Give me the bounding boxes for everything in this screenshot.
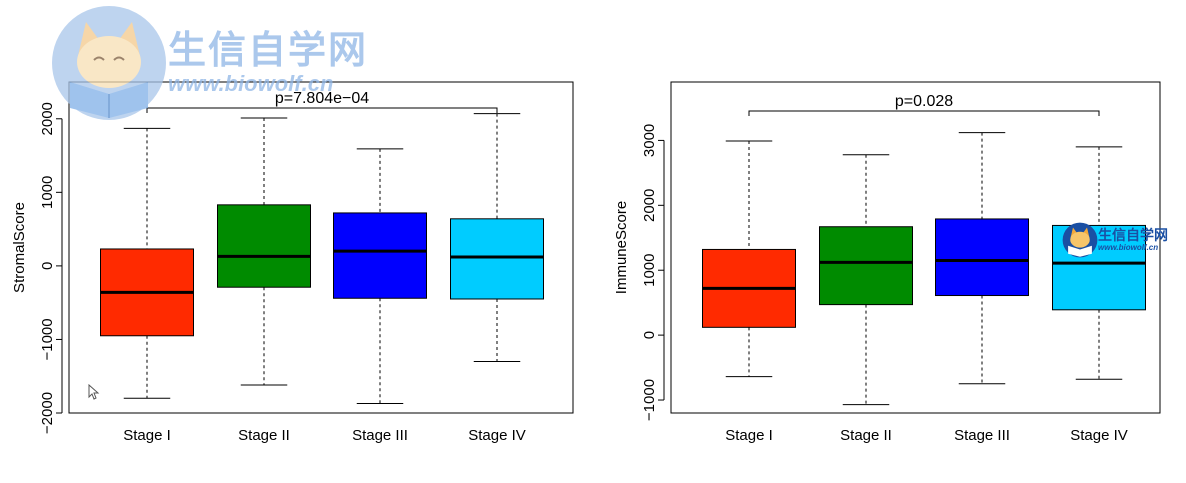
y-axis-title: ImmuneScore <box>613 201 630 294</box>
x-tick-label: Stage IV <box>1070 427 1128 444</box>
box-stage-ii <box>819 226 913 306</box>
x-tick-label: Stage IV <box>468 427 526 444</box>
x-tick-label: Stage II <box>238 427 290 444</box>
watermark-small: 生信自学网 www.biowolf.cn <box>1062 222 1168 258</box>
box-stage-ii <box>217 204 311 288</box>
significance-bracket <box>748 110 1100 116</box>
box-stage-iii <box>935 218 1029 297</box>
x-tick-label: Stage I <box>725 427 773 444</box>
box-stage-iii <box>333 212 427 299</box>
plot-frame <box>68 81 574 414</box>
y-tick-label: 0 <box>641 331 658 339</box>
mouse-cursor-icon <box>88 384 100 400</box>
watermark-url-small: www.biowolf.cn <box>1098 243 1159 252</box>
y-tick-label: 1000 <box>39 176 56 209</box>
y-tick-label: 0 <box>39 262 56 270</box>
x-tick-label: Stage III <box>352 427 408 444</box>
x-tick-label: Stage I <box>123 427 171 444</box>
watermark-large: 生信自学网 www.biowolf.cn <box>50 4 368 122</box>
wolf-logo-icon <box>1062 222 1098 258</box>
p-value-label: p=0.028 <box>895 93 953 110</box>
y-tick-label: 1000 <box>641 254 658 287</box>
p-value-label: p=7.804e−04 <box>275 90 369 107</box>
significance-bracket <box>146 107 498 113</box>
y-tick-label: −2000 <box>39 392 56 434</box>
y-tick-label: 3000 <box>641 124 658 157</box>
stromal-score-panel: −2000 −1000 0 1000 2000 StromalScore Stage I St… <box>11 81 574 444</box>
watermark-brand-small: 生信自学网 <box>1098 227 1168 243</box>
y-tick-label: 2000 <box>39 102 56 135</box>
watermark-url: www.biowolf.cn <box>168 71 334 96</box>
wolf-logo-icon <box>52 6 166 120</box>
y-tick-label: −1000 <box>39 318 56 360</box>
x-tick-label: Stage II <box>840 427 892 444</box>
y-tick-label: −1000 <box>641 379 658 421</box>
x-tick-label: Stage III <box>954 427 1010 444</box>
immune-score-panel: −1000 0 1000 2000 3000 ImmuneScore Stage I Stag… <box>613 81 1161 444</box>
y-tick-label: 2000 <box>641 189 658 222</box>
box-stage-iv <box>450 218 544 300</box>
y-axis-title: StromalScore <box>11 202 28 293</box>
plot-frame <box>670 81 1161 414</box>
watermark-brand: 生信自学网 <box>168 30 369 72</box>
